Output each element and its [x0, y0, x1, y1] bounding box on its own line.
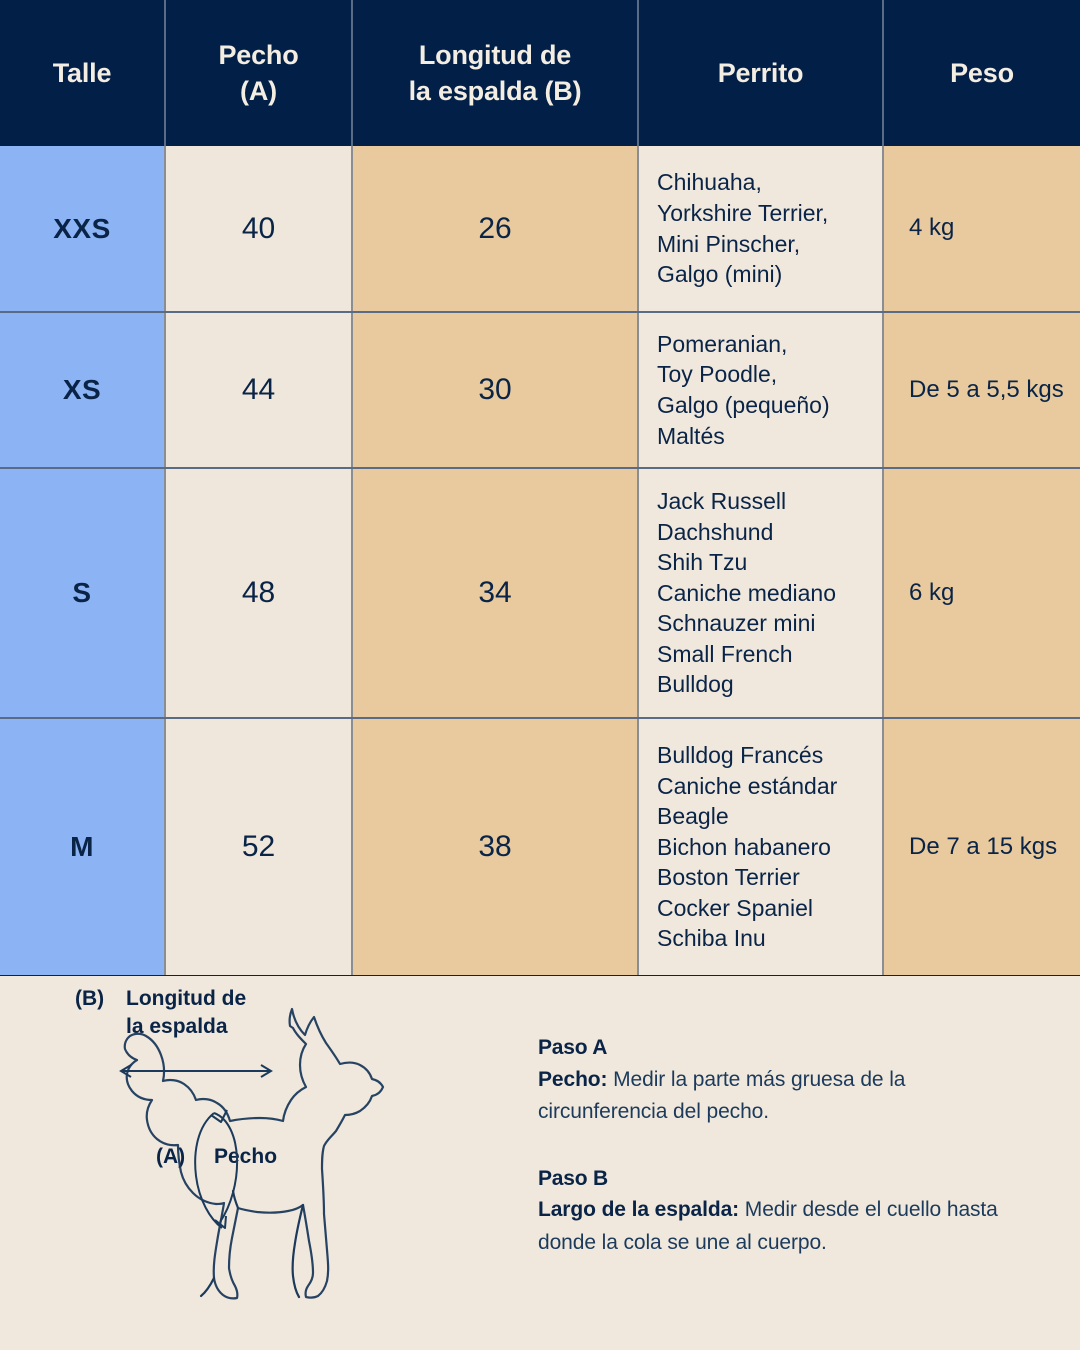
step-a-block: Paso A Pecho: Medir la parte más gruesa … [538, 1032, 1038, 1129]
step-b-block: Paso B Largo de la espalda: Medir desde … [538, 1163, 1038, 1260]
table-row: XXS 40 26 Chihuaha, Yorkshire Terrier, M… [0, 146, 1080, 313]
step-b-title: Paso B [538, 1166, 608, 1190]
column-header-perrito: Perrito [638, 0, 884, 146]
measuring-guide-section: (B) Longitud de la espalda (A) Pecho [0, 976, 1080, 1350]
column-header-peso-label: Peso [950, 57, 1014, 88]
cell-backlen: 38 [352, 718, 639, 977]
back-length-arrow-icon [119, 1064, 273, 1078]
cell-chest: 52 [165, 718, 353, 977]
cell-chest: 48 [165, 468, 353, 719]
cell-breeds: Bulldog Francés Caniche estándar Beagle … [638, 718, 884, 977]
cell-size: M [0, 718, 166, 977]
dog-outline-icon [123, 1007, 385, 1300]
cell-weight: 6 kg [883, 468, 1080, 719]
table-header-row: Talle Pecho (A) Longitud de la espalda (… [0, 0, 1080, 146]
cell-size: S [0, 468, 166, 719]
label-b-tag: (B) [75, 987, 104, 1010]
table-row: S 48 34 Jack Russell Dachshund Shih Tzu … [0, 468, 1080, 719]
column-header-talle-label: Talle [52, 57, 112, 88]
column-header-perrito-label: Perrito [717, 57, 804, 88]
step-b-bold: Largo de la espalda: [538, 1198, 740, 1222]
column-header-peso: Peso [883, 0, 1080, 146]
cell-size: XXS [0, 146, 166, 313]
table-row: M 52 38 Bulldog Francés Caniche estándar… [0, 718, 1080, 977]
column-header-talle: Talle [0, 0, 166, 146]
cell-weight: De 5 a 5,5 kgs [883, 312, 1080, 469]
cell-size: XS [0, 312, 166, 469]
cell-backlen: 26 [352, 146, 639, 313]
table-row: XS 44 30 Pomeranian, Toy Poodle, Galgo (… [0, 312, 1080, 469]
step-a-title: Paso A [538, 1036, 608, 1059]
label-a-tag: (A) [156, 1145, 185, 1168]
cell-breeds: Jack Russell Dachshund Shih Tzu Caniche … [638, 468, 884, 719]
cell-backlen: 30 [352, 312, 639, 469]
column-header-longitud: Longitud de la espalda (B) [352, 0, 639, 146]
cell-chest: 40 [165, 146, 353, 313]
step-b-text: Medir desde el cuello hasta donde la col… [538, 1198, 998, 1254]
column-header-pecho: Pecho (A) [165, 0, 353, 146]
cell-chest: 44 [165, 312, 353, 469]
cell-breeds: Chihuaha, Yorkshire Terrier, Mini Pinsch… [638, 146, 884, 313]
column-header-longitud-label: Longitud de [418, 39, 572, 70]
column-header-longitud-sub: la espalda (B) [408, 76, 582, 106]
step-a-body: Pecho: Medir la parte más gruesa de la c… [538, 1064, 1008, 1129]
column-header-pecho-sub: (A) [240, 76, 277, 106]
size-chart-table: Talle Pecho (A) Longitud de la espalda (… [0, 0, 1080, 977]
label-a-text: Pecho [214, 1145, 277, 1168]
step-a-bold: Pecho: [538, 1067, 608, 1091]
cell-breeds: Pomeranian, Toy Poodle, Galgo (pequeño) … [638, 312, 884, 469]
measuring-steps: Paso A Pecho: Medir la parte más gruesa … [538, 1032, 1038, 1293]
column-header-pecho-label: Pecho [218, 39, 299, 70]
label-b-line1: Longitud de [126, 987, 246, 1010]
cell-backlen: 34 [352, 468, 639, 719]
chest-circumference-loop-icon [194, 1109, 239, 1229]
step-a-text: Medir la parte más gruesa de la circunfe… [538, 1067, 906, 1124]
cell-weight: 4 kg [883, 146, 1080, 313]
label-b-line2: la espalda [126, 1015, 228, 1038]
cell-weight: De 7 a 15 kgs [883, 718, 1080, 977]
step-b-body: Largo de la espalda: Medir desde el cuel… [538, 1194, 1008, 1259]
dog-measurement-diagram: (B) Longitud de la espalda (A) Pecho [75, 987, 385, 1300]
